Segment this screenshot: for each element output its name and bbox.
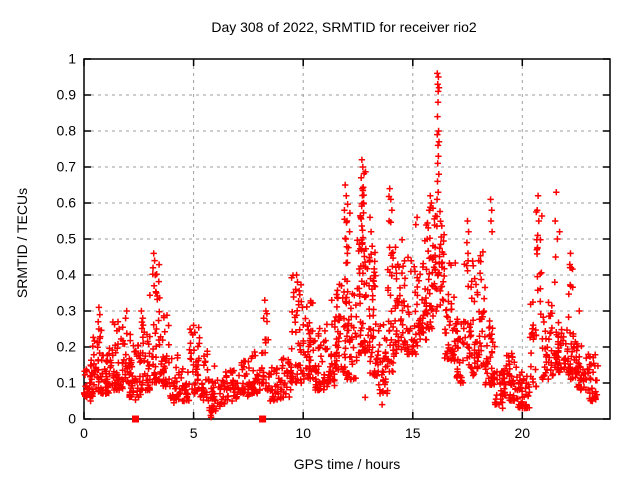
y-axis-label: SRMTID / TECUs (14, 188, 30, 298)
x-tick-label: 5 (190, 425, 198, 441)
tick-marks (83, 58, 610, 420)
x-tick-label: 20 (515, 425, 531, 441)
x-tick-label: 10 (295, 425, 311, 441)
y-tick-label: 0.9 (57, 87, 77, 103)
y-tick-label: 0.5 (57, 231, 77, 247)
y-tick-label: 0.8 (57, 123, 77, 139)
y-tick-label: 0.7 (57, 159, 77, 175)
y-tick-label: 1 (68, 51, 76, 67)
flag-square-marker (259, 415, 267, 423)
scatter-points (80, 70, 602, 423)
y-tick-label: 0.4 (57, 267, 77, 283)
flag-square-marker (132, 415, 139, 423)
y-tick-label: 0 (68, 411, 76, 427)
x-tick-label: 0 (80, 425, 88, 441)
srmtid-plus-markers (80, 70, 602, 421)
y-tick-label: 0.2 (57, 339, 77, 355)
chart-title: Day 308 of 2022, SRMTID for receiver rio… (211, 19, 477, 35)
y-tick-label: 0.3 (57, 303, 77, 319)
x-tick-label: 15 (405, 425, 421, 441)
tick-labels: 0 5 10 15 20 0 0.1 0.2 0.3 0.4 0.5 0.6 0.7 0.8 0.9 1 (57, 51, 531, 442)
x-axis-label: GPS time / hours (294, 456, 401, 472)
y-tick-label: 0.1 (57, 375, 77, 391)
grid-lines (84, 59, 610, 419)
y-tick-label: 0.6 (57, 195, 77, 211)
